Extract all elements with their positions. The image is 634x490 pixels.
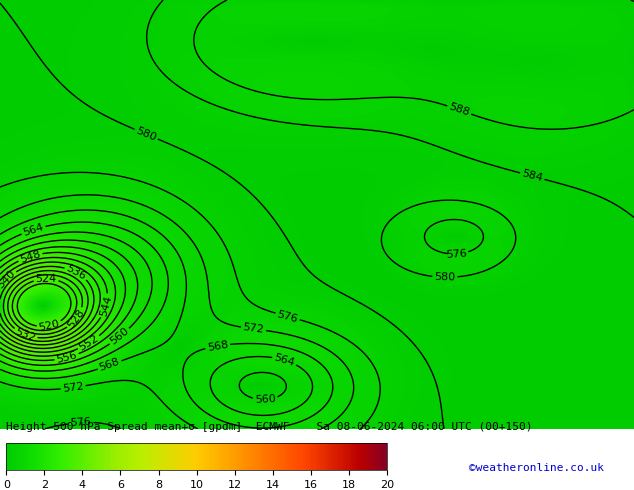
Text: ©weatheronline.co.uk: ©weatheronline.co.uk — [469, 463, 604, 473]
Text: 576: 576 — [70, 417, 92, 428]
Text: 536: 536 — [65, 263, 88, 282]
Text: 580: 580 — [434, 272, 456, 282]
Text: 576: 576 — [445, 248, 467, 260]
Text: 528: 528 — [66, 307, 87, 330]
Text: 564: 564 — [273, 352, 296, 368]
Text: 520: 520 — [38, 318, 61, 333]
Text: 556: 556 — [55, 350, 78, 365]
Text: 532: 532 — [14, 326, 37, 343]
Text: 584: 584 — [521, 169, 544, 184]
Text: 568: 568 — [98, 357, 121, 373]
Text: 548: 548 — [18, 248, 42, 265]
Text: 540: 540 — [0, 269, 17, 291]
Text: 560: 560 — [108, 326, 131, 347]
Text: 524: 524 — [36, 274, 57, 284]
Text: 544: 544 — [98, 294, 113, 318]
Text: 588: 588 — [448, 102, 471, 118]
Text: Height 500 hPa Spread mean+σ [gpdm]  ECMWF    Sa 08-06-2024 06:00 UTC (00+150): Height 500 hPa Spread mean+σ [gpdm] ECMW… — [6, 422, 533, 432]
Text: 572: 572 — [62, 381, 84, 394]
Text: 564: 564 — [22, 222, 45, 238]
Text: 572: 572 — [242, 322, 265, 335]
Text: 568: 568 — [207, 339, 229, 353]
Text: 580: 580 — [134, 125, 158, 143]
Text: 560: 560 — [255, 394, 276, 405]
Text: 552: 552 — [77, 333, 101, 353]
Text: 576: 576 — [276, 309, 299, 324]
